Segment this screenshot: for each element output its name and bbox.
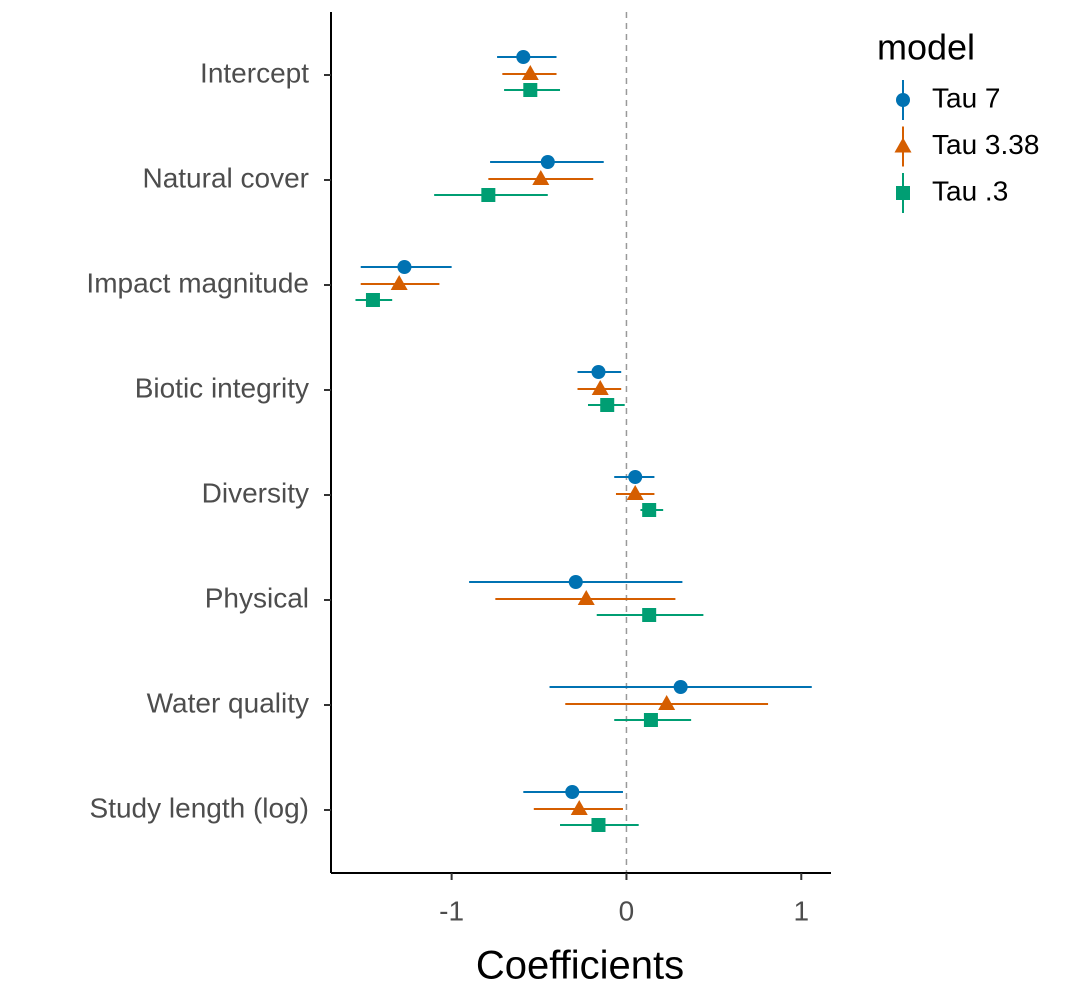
x-tick-label: 1 <box>793 895 809 926</box>
point <box>642 608 657 622</box>
y-tick-label: Study length (log) <box>90 792 309 823</box>
point <box>516 50 531 64</box>
point <box>577 590 595 605</box>
point <box>591 380 609 395</box>
legend-label: Tau 3.38 <box>932 129 1039 160</box>
point <box>643 713 658 727</box>
y-tick-label: Biotic integrity <box>135 372 309 403</box>
point <box>591 818 606 832</box>
legend-label: Tau 7 <box>932 82 1001 113</box>
point <box>390 275 408 290</box>
y-tick-label: Water quality <box>147 687 309 718</box>
point <box>642 503 657 517</box>
point <box>523 83 538 97</box>
point <box>397 260 412 274</box>
point <box>591 365 606 379</box>
legend-key <box>896 93 910 107</box>
point <box>481 188 496 202</box>
x-axis-title: Coefficients <box>476 944 684 988</box>
point <box>626 485 644 500</box>
point <box>540 155 555 169</box>
y-tick-label: Natural cover <box>142 162 309 193</box>
point <box>365 293 380 307</box>
point <box>600 398 615 412</box>
legend-title: model <box>877 27 975 68</box>
point <box>628 470 643 484</box>
point <box>673 680 688 694</box>
y-tick-label: Intercept <box>200 57 309 88</box>
point <box>658 695 676 710</box>
point <box>521 65 539 80</box>
x-tick-label: -1 <box>439 895 464 926</box>
legend-key <box>894 137 912 153</box>
y-tick-label: Physical <box>205 582 309 613</box>
legend-key <box>896 186 910 200</box>
point <box>565 785 580 799</box>
x-tick-label: 0 <box>619 895 635 926</box>
legend-label: Tau .3 <box>932 175 1008 206</box>
point <box>570 800 588 815</box>
point <box>532 170 550 185</box>
y-tick-label: Diversity <box>202 477 309 508</box>
point <box>568 575 583 589</box>
y-tick-label: Impact magnitude <box>86 267 309 298</box>
